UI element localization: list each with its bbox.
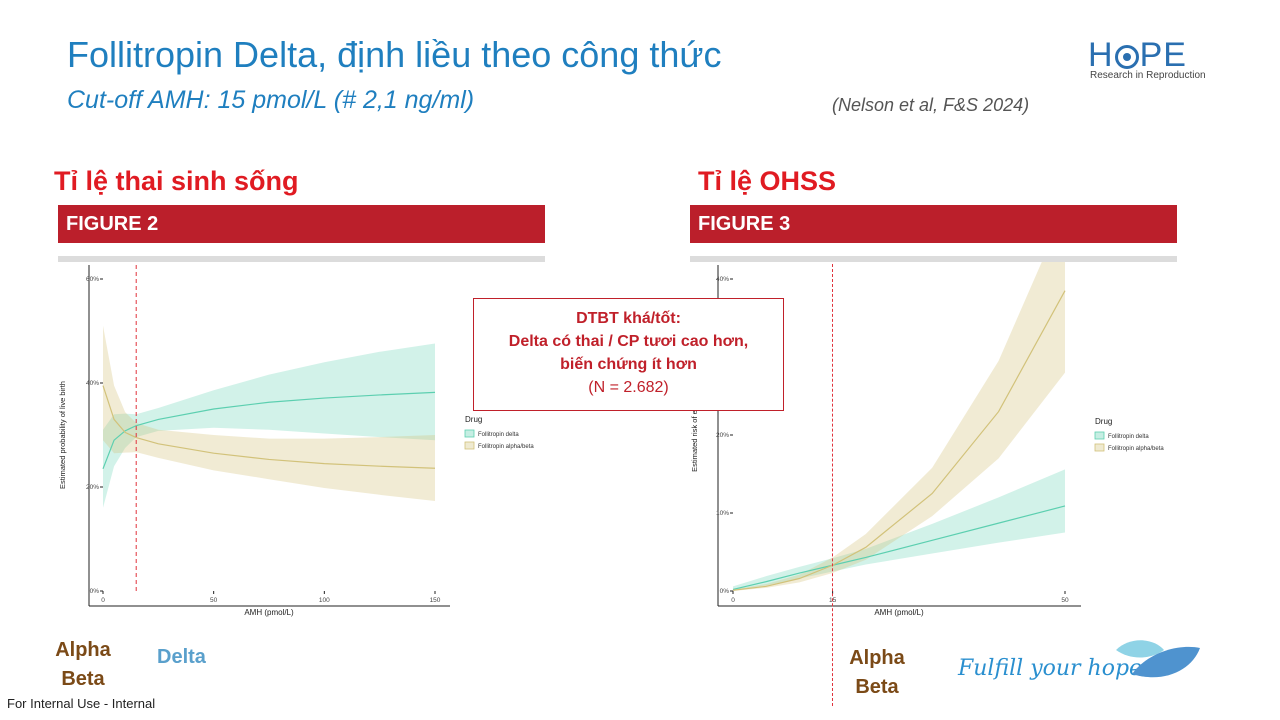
y-tick-label: 20% bbox=[86, 484, 99, 491]
ci-band-alpha-beta bbox=[733, 262, 1065, 591]
y-tick-label: 0% bbox=[90, 588, 100, 595]
callout-line-4: (N = 2.682) bbox=[588, 379, 669, 396]
x-axis-label: AMH (pmol/L) bbox=[874, 608, 924, 617]
left-alpha-beta-label: Alpha Beta bbox=[55, 639, 111, 690]
citation: (Nelson et al, F&S 2024) bbox=[832, 95, 1030, 115]
series-line-alpha-beta bbox=[732, 290, 1066, 591]
callout-line-2: Delta có thai / CP tươi cao hơn, bbox=[508, 333, 749, 350]
internal-use-footer: For Internal Use - Internal bbox=[7, 696, 156, 711]
legend-swatch bbox=[1094, 431, 1105, 440]
y-axis-label: Estimated risk of early bbox=[690, 398, 699, 472]
callout-line-1: DTBT khá/tốt: bbox=[576, 310, 681, 327]
left-section-title: Tỉ lệ thai sinh sống bbox=[54, 166, 299, 196]
y-tick-label: 60% bbox=[86, 276, 99, 283]
ci-band-delta bbox=[733, 469, 1065, 591]
figure-2-header: FIGURE 2 bbox=[58, 205, 545, 243]
right-section-title: Tỉ lệ OHSS bbox=[698, 166, 837, 196]
figure-3-divider bbox=[690, 256, 1177, 262]
figure-2-divider bbox=[58, 256, 545, 262]
legend-title: Drug bbox=[1095, 417, 1112, 426]
fulfill-slogan: Fulfill your hope bbox=[958, 656, 1143, 681]
y-tick-label: 40% bbox=[86, 380, 99, 387]
x-tick-label: 0 bbox=[731, 597, 735, 604]
logo-tagline: Research in Reproduction bbox=[1090, 70, 1206, 81]
legend-swatch bbox=[464, 441, 475, 450]
series-line-delta bbox=[732, 505, 1066, 591]
y-axis-label: Estimated probability of live birth bbox=[58, 381, 67, 489]
legend-entry: Follitropin delta bbox=[1108, 434, 1149, 440]
ci-band-alpha-beta bbox=[103, 325, 435, 502]
figure-3-header: FIGURE 3 bbox=[690, 205, 1177, 243]
callout-line-3: biến chứng ít hơn bbox=[560, 356, 697, 373]
slide-title: Follitropin Delta, định liều theo công t… bbox=[67, 34, 722, 75]
x-tick-label: 150 bbox=[430, 597, 441, 604]
logo-wordmark: H PE bbox=[1088, 36, 1187, 74]
series-line-delta bbox=[102, 391, 436, 470]
ci-band-delta bbox=[103, 343, 435, 508]
right-alpha-beta-label: Alpha Beta bbox=[849, 647, 905, 698]
callout-box: DTBT khá/tốt: Delta có thai / CP tươi ca… bbox=[473, 298, 784, 411]
legend-entry: Follitropin alpha/beta bbox=[1108, 446, 1164, 452]
y-tick-label: 40% bbox=[716, 276, 729, 283]
x-tick-label: 0 bbox=[101, 597, 105, 604]
slide-subtitle: Cut-off AMH: 15 pmol/L (# 2,1 ng/ml) bbox=[67, 86, 475, 114]
y-tick-label: 10% bbox=[716, 510, 729, 517]
y-tick-label: 0% bbox=[720, 588, 730, 595]
legend-entry: Follitropin alpha/beta bbox=[478, 444, 534, 450]
y-tick-label: 20% bbox=[716, 432, 729, 439]
logo-eye-icon bbox=[1114, 45, 1139, 69]
legend-swatch bbox=[464, 429, 475, 438]
legend-entry: Follitropin delta bbox=[478, 432, 519, 438]
legend-title: Drug bbox=[465, 415, 482, 424]
x-tick-label: 50 bbox=[210, 597, 218, 604]
amh-cutoff-line-figure-3 bbox=[832, 264, 833, 706]
figure-2-chart: 0 50 100 150 0% 20% 40% 60% AMH (pmol/L) Estima… bbox=[58, 262, 534, 617]
x-tick-label: 50 bbox=[1061, 597, 1069, 604]
hope-logo: H PE Research in Reproduction bbox=[1088, 36, 1208, 86]
series-line-alpha-beta bbox=[102, 385, 436, 469]
x-tick-label: 100 bbox=[319, 597, 330, 604]
leaf-logo-icon bbox=[1116, 640, 1200, 678]
legend-swatch bbox=[1094, 443, 1105, 452]
left-delta-label: Delta bbox=[157, 646, 206, 668]
x-axis-label: AMH (pmol/L) bbox=[244, 608, 294, 617]
